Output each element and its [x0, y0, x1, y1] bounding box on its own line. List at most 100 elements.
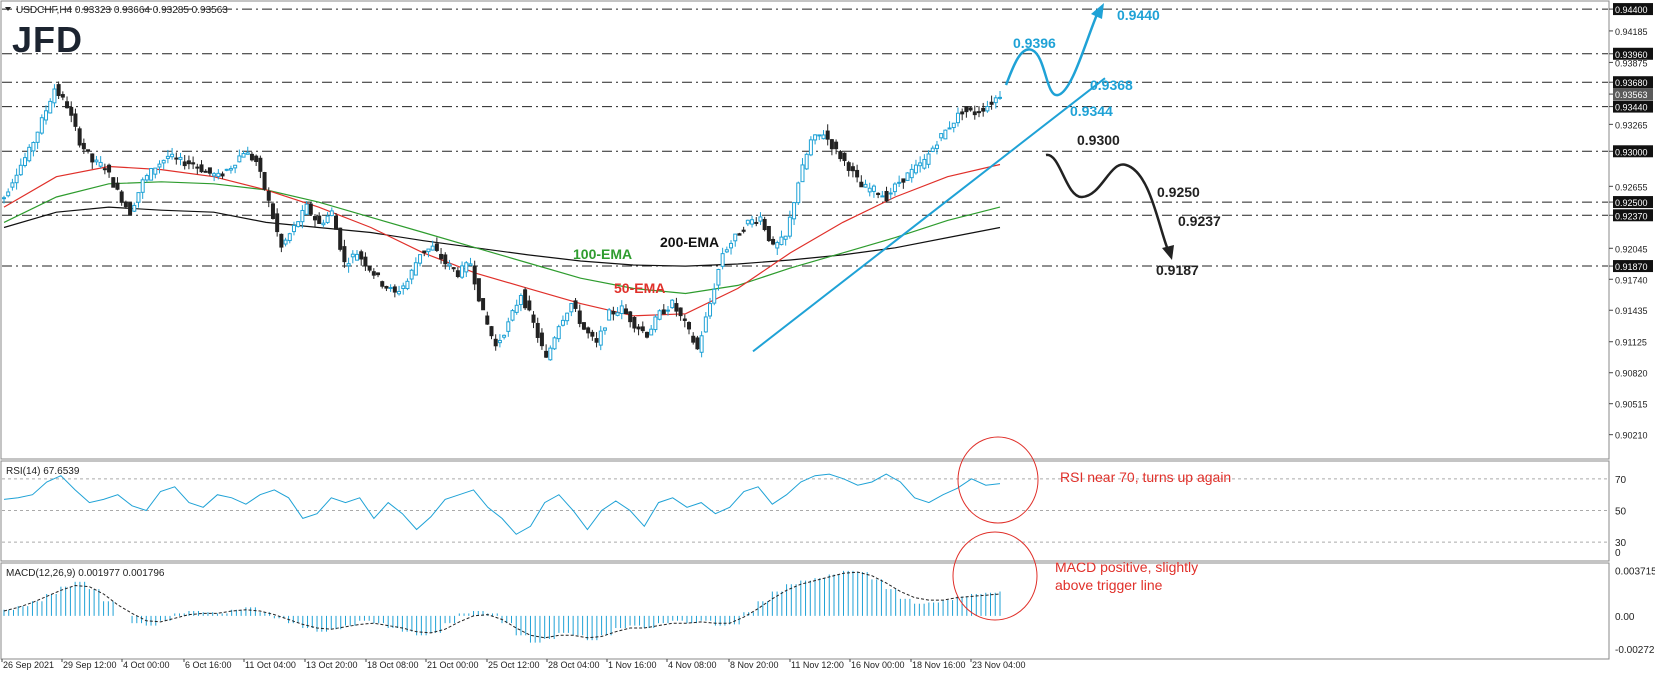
candle-body: [44, 110, 49, 121]
candle-body: [813, 134, 818, 141]
candle-body: [960, 111, 965, 115]
candle-body: [897, 181, 902, 184]
candle-body: [233, 164, 238, 169]
candle-body: [371, 271, 376, 276]
candle-body: [35, 131, 40, 143]
candle-body: [170, 153, 175, 158]
candle-body: [535, 322, 540, 338]
candle-body: [254, 155, 259, 163]
candle-body: [502, 334, 507, 338]
candle-body: [565, 312, 570, 322]
candle-body: [708, 303, 713, 317]
candle-body: [871, 185, 876, 192]
candle-body: [77, 128, 82, 146]
candle-body: [892, 183, 897, 193]
candle-body: [468, 263, 473, 266]
candle-body: [863, 183, 868, 188]
candle-body: [577, 310, 582, 324]
macd-tick-label: 0.00: [1615, 612, 1635, 623]
candle-body: [304, 203, 309, 215]
candle-body: [968, 107, 973, 111]
bullish-projection-arrow: [1004, 11, 1100, 97]
candle-body: [191, 162, 196, 165]
projection-arrows: [752, 3, 1174, 353]
candle-body: [632, 317, 637, 329]
candle-body: [510, 310, 515, 321]
candle-body: [262, 172, 267, 190]
level-price-box: [1613, 76, 1653, 89]
price-panel-frame: [0, 0, 1610, 460]
candle-body: [687, 322, 692, 330]
candle-body: [712, 288, 717, 304]
price-tick-label: 0.91435: [1615, 306, 1648, 316]
candle-body: [808, 139, 813, 156]
candle-body: [165, 155, 170, 159]
time-axis: 26 Sep 2021 29 Sep 12:00 4 Oct 00:00 6 Oct …: [1, 659, 1026, 670]
ema-line: [3, 181, 1001, 295]
time-tick-label: 16 Nov 00:00: [851, 660, 905, 670]
candle-body: [380, 281, 385, 287]
candle-body: [581, 322, 586, 330]
rsi-annotation: RSI near 70, turns up again: [1060, 469, 1231, 485]
triangle-down-icon[interactable]: [5, 7, 11, 11]
candle-body: [691, 335, 696, 343]
level-label: 0.9344: [1070, 103, 1113, 119]
candle-body: [934, 144, 939, 150]
candle-body: [661, 309, 666, 315]
candle-body: [56, 84, 61, 96]
candle-body: [325, 215, 330, 223]
candle-body: [586, 327, 591, 334]
candle-body: [829, 139, 834, 150]
candle-body: [464, 262, 469, 273]
candle-body: [224, 168, 229, 171]
candle-body: [817, 134, 822, 137]
uptrend-line: [752, 77, 1106, 353]
macd-signal-line: [3, 571, 1001, 639]
candle-body: [65, 101, 70, 109]
candle-body: [275, 213, 280, 233]
candle-body: [195, 166, 200, 169]
time-tick-label: 29 Sep 12:00: [63, 660, 117, 670]
candle-body: [653, 316, 658, 331]
level-label: 0.9250: [1157, 184, 1200, 200]
candle-body: [489, 326, 494, 337]
macd-title: MACD(12,26,9) 0.001977 0.001796: [6, 568, 165, 579]
candle-body: [855, 169, 860, 178]
candle-body: [157, 163, 162, 168]
candle-body: [241, 153, 246, 158]
candle-body: [888, 192, 893, 195]
candle-body: [998, 96, 1002, 99]
candle-body: [985, 106, 990, 112]
price-tick-label: 0.93563: [1615, 90, 1648, 100]
candle-body: [796, 182, 801, 204]
candle-body: [384, 285, 389, 289]
candle-body: [493, 338, 498, 347]
ema-lines: [3, 163, 1001, 317]
candle-body: [838, 151, 843, 160]
candle-body: [955, 112, 960, 124]
macd-annotation: MACD positive, slightly: [1055, 559, 1198, 575]
price-tick-label: 0.93000: [1615, 147, 1648, 157]
candle-body: [615, 312, 620, 316]
candle-body: [136, 192, 141, 203]
candle-body: [434, 243, 439, 251]
candle-body: [27, 146, 32, 162]
price-tick-label: 0.93875: [1615, 58, 1648, 68]
candle-body: [392, 286, 397, 293]
candle-body: [569, 303, 574, 313]
candle-body: [779, 236, 784, 246]
candle-body: [153, 167, 158, 175]
rsi-tick-label: 70: [1615, 475, 1627, 486]
candle-body: [308, 203, 313, 215]
candle-body: [918, 162, 923, 167]
candle-body: [413, 262, 418, 276]
price-tick-label: 0.90515: [1615, 400, 1648, 410]
candle-body: [905, 172, 910, 181]
price-tick-label: 0.92500: [1615, 198, 1648, 208]
candle-body: [741, 229, 746, 232]
candle-body: [346, 263, 351, 267]
level-price-box: [1613, 145, 1653, 158]
candle-body: [821, 134, 826, 140]
candle-body: [825, 130, 830, 140]
